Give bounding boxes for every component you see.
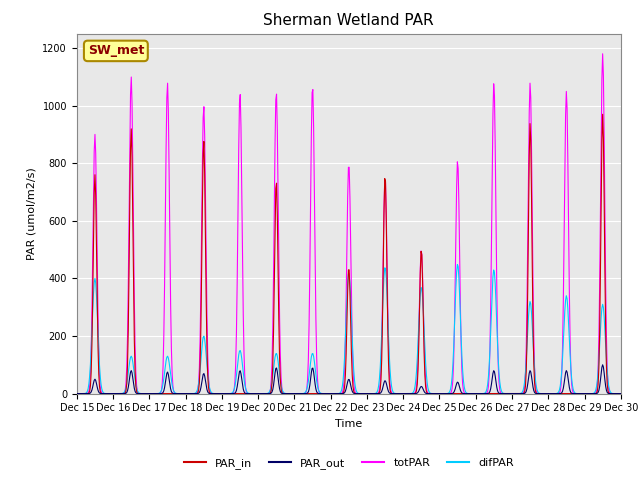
PAR_in: [223, 391, 231, 396]
Y-axis label: PAR (umol/m2/s): PAR (umol/m2/s): [27, 167, 37, 260]
difPAR: [139, 391, 147, 396]
totPAR: [431, 391, 438, 396]
PAR_in: [599, 111, 607, 117]
PAR_in: [431, 391, 439, 396]
Text: SW_met: SW_met: [88, 44, 144, 58]
difPAR: [194, 385, 202, 391]
totPAR: [599, 51, 607, 57]
PAR_in: [195, 387, 202, 393]
PAR_out: [415, 388, 422, 394]
Line: difPAR: difPAR: [77, 264, 621, 394]
PAR_in: [139, 391, 147, 396]
PAR_in: [73, 391, 81, 396]
difPAR: [617, 391, 625, 396]
difPAR: [223, 391, 230, 396]
difPAR: [454, 262, 461, 267]
PAR_out: [73, 391, 81, 396]
difPAR: [73, 391, 81, 396]
difPAR: [431, 391, 438, 396]
PAR_out: [431, 391, 438, 396]
totPAR: [139, 391, 147, 396]
PAR_in: [416, 306, 424, 312]
X-axis label: Time: Time: [335, 419, 362, 429]
Legend: PAR_in, PAR_out, totPAR, difPAR: PAR_in, PAR_out, totPAR, difPAR: [180, 453, 518, 473]
PAR_out: [194, 391, 202, 396]
PAR_out: [223, 391, 230, 396]
difPAR: [83, 390, 90, 396]
totPAR: [73, 391, 81, 396]
Line: totPAR: totPAR: [77, 54, 621, 394]
Title: Sherman Wetland PAR: Sherman Wetland PAR: [264, 13, 434, 28]
PAR_out: [617, 391, 625, 396]
totPAR: [223, 391, 230, 396]
totPAR: [617, 391, 625, 396]
totPAR: [83, 391, 90, 396]
PAR_out: [599, 362, 607, 368]
PAR_in: [617, 391, 625, 396]
PAR_in: [145, 391, 153, 396]
Line: PAR_in: PAR_in: [77, 114, 621, 394]
totPAR: [415, 327, 422, 333]
totPAR: [194, 387, 202, 393]
Line: PAR_out: PAR_out: [77, 365, 621, 394]
PAR_out: [139, 391, 147, 396]
PAR_in: [83, 391, 90, 396]
difPAR: [415, 322, 422, 328]
PAR_out: [83, 391, 90, 396]
